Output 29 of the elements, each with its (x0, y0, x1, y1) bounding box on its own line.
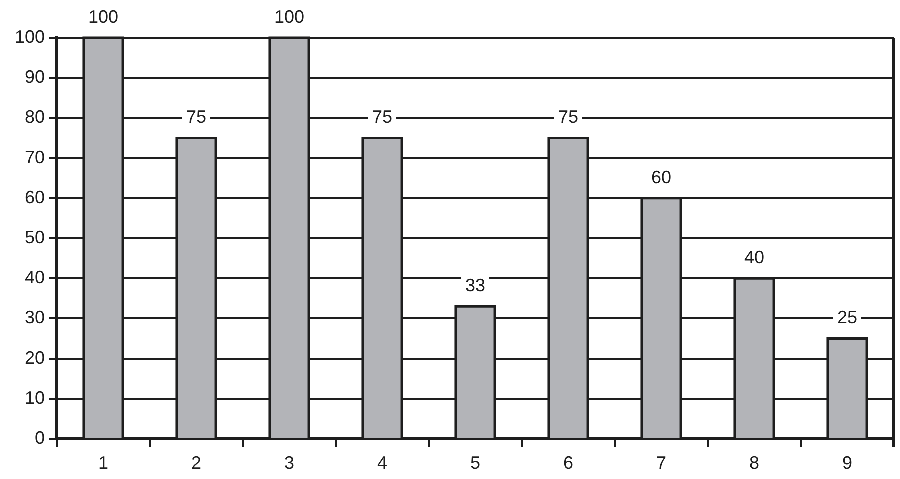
data-label: 100 (88, 6, 119, 27)
y-tick-label: 20 (24, 348, 45, 368)
x-tick-label: 4 (377, 452, 388, 473)
data-label: 75 (186, 107, 207, 128)
y-tick-label: 0 (34, 428, 45, 448)
y-tick-label: 10 (24, 388, 45, 408)
data-label: 60 (651, 167, 672, 188)
y-tick-label: 90 (24, 67, 45, 88)
data-label: 75 (558, 107, 579, 128)
x-tick-label: 8 (749, 452, 760, 473)
x-tick-label: 2 (191, 452, 202, 473)
data-label: 75 (372, 107, 393, 128)
data-label: 40 (744, 248, 765, 268)
x-tick-label: 9 (842, 452, 853, 473)
y-tick-label: 80 (24, 107, 45, 128)
x-tick-label: 6 (563, 452, 574, 473)
x-tick-label: 7 (656, 452, 667, 473)
x-tick-label: 3 (284, 452, 295, 473)
y-tick-label: 30 (24, 308, 45, 328)
data-label: 100 (274, 6, 305, 27)
y-tick-label: 40 (24, 268, 45, 288)
data-label: 33 (465, 276, 486, 296)
x-tick-label: 1 (98, 452, 109, 473)
y-tick-label: 60 (24, 187, 45, 208)
x-tick-label: 5 (470, 452, 481, 473)
data-label: 25 (837, 308, 858, 328)
y-tick-label: 100 (14, 26, 45, 47)
y-tick-label: 50 (24, 227, 45, 248)
y-tick-label: 70 (24, 147, 45, 168)
